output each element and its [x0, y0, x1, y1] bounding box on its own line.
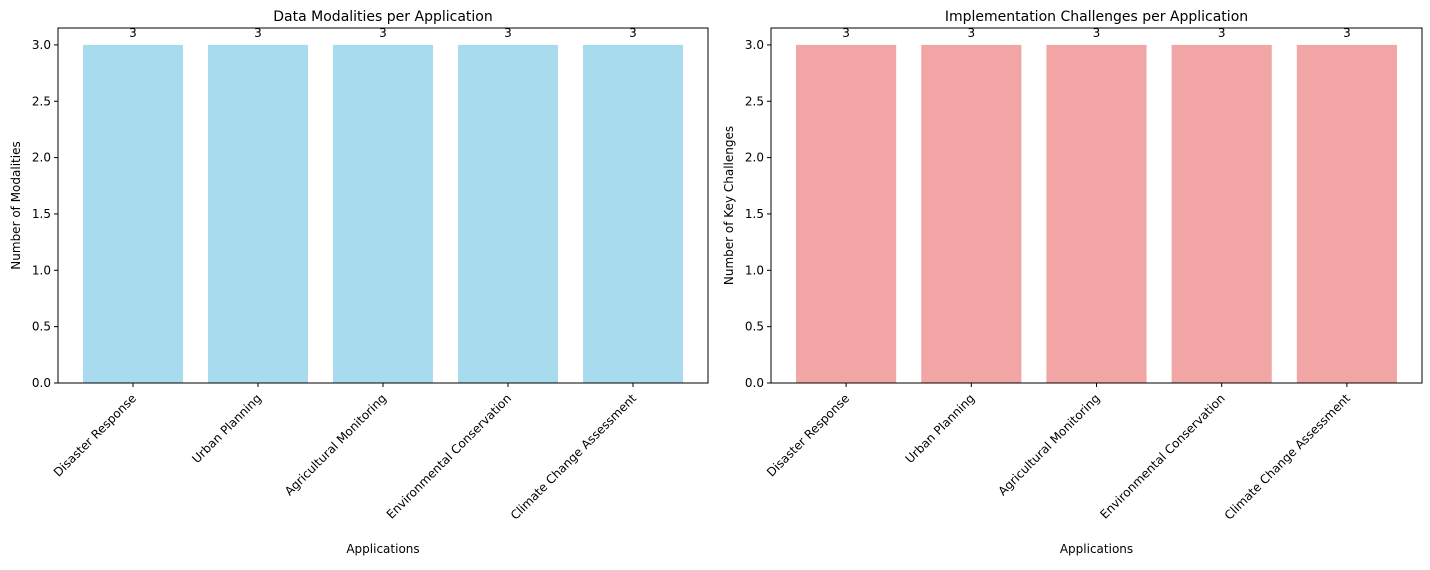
bar — [1171, 44, 1272, 384]
y-tick-label: 0.0 — [32, 376, 51, 390]
y-tick-label: 0.5 — [745, 320, 764, 334]
x-tick-label: Environmental Conservation — [384, 391, 514, 521]
x-tick-label: Disaster Response — [51, 391, 139, 479]
x-tick-label: Environmental Conservation — [1097, 391, 1227, 521]
data-label: 3 — [629, 26, 637, 40]
x-tick-label: Climate Change Assessment — [508, 391, 640, 523]
bar — [333, 44, 433, 384]
x-tick-label: Agricultural Monitoring — [282, 391, 389, 498]
y-tick-label: 2.0 — [32, 151, 51, 165]
bar — [1296, 44, 1397, 384]
data-label: 3 — [1343, 26, 1351, 40]
bar — [583, 44, 683, 384]
x-tick-label: Urban Planning — [189, 391, 264, 466]
y-tick-label: 1.5 — [745, 207, 764, 221]
x-axis-label: Applications — [1060, 542, 1133, 556]
y-tick-label: 0.0 — [745, 376, 764, 390]
bar — [1046, 44, 1147, 384]
y-tick-label: 0.5 — [32, 320, 51, 334]
y-tick-label: 2.0 — [745, 151, 764, 165]
chart-panel-1: 0.0 0.5 1.0 1.5 2.0 2.5 3.0 Disaster Response Ur… — [9, 9, 709, 556]
y-tick-label: 1.0 — [32, 263, 51, 277]
y-tick-label: 2.5 — [745, 94, 764, 108]
bar — [921, 44, 1022, 384]
chart-title: Data Modalities per Application — [273, 9, 492, 25]
y-tick-label: 1.5 — [32, 207, 51, 221]
data-label: 3 — [842, 26, 850, 40]
data-label: 3 — [1093, 26, 1101, 40]
y-axis-label: Number of Key Challenges — [722, 126, 736, 285]
bar — [83, 44, 183, 384]
data-label: 3 — [379, 26, 387, 40]
x-axis-label: Applications — [346, 542, 419, 556]
data-label: 3 — [504, 26, 512, 40]
x-tick-label: Agricultural Monitoring — [995, 391, 1102, 498]
chart-title: Implementation Challenges per Applicatio… — [945, 9, 1248, 25]
x-tick-label: Urban Planning — [903, 391, 978, 466]
bar — [796, 44, 897, 384]
data-label: 3 — [129, 26, 137, 40]
data-label: 3 — [254, 26, 262, 40]
x-tick-label: Climate Change Assessment — [1222, 391, 1354, 523]
y-tick-label: 2.5 — [32, 94, 51, 108]
y-tick-label: 3.0 — [745, 38, 764, 52]
chart-panel-2: 0.0 0.5 1.0 1.5 2.0 2.5 3.0 Disaster Response Ur… — [722, 9, 1423, 556]
bar — [208, 44, 308, 384]
y-axis-label: Number of Modalities — [9, 141, 23, 269]
data-label: 3 — [967, 26, 975, 40]
bar — [458, 44, 558, 384]
y-tick-label: 3.0 — [32, 38, 51, 52]
data-label: 3 — [1218, 26, 1226, 40]
y-tick-label: 1.0 — [745, 263, 764, 277]
x-tick-label: Disaster Response — [764, 391, 852, 479]
